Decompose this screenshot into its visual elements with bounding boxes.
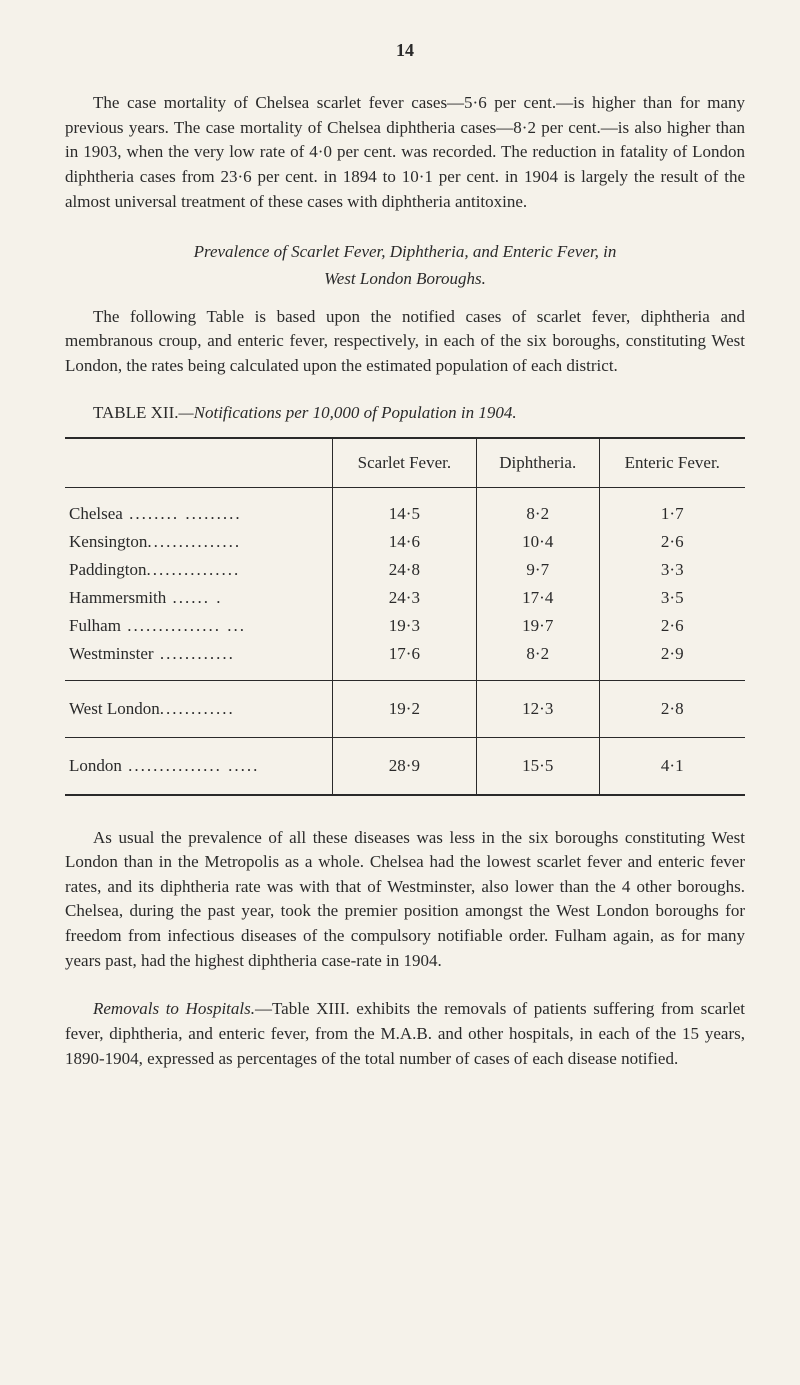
row-value: 2·6 [599,612,745,640]
heading-line-2: West London Boroughs. [324,269,486,288]
row-value: 1·7 [599,487,745,528]
table-header-scarlet: Scarlet Fever. [332,438,476,488]
paragraph-3: As usual the prevalence of all these dis… [65,826,745,974]
paragraph-4-prefix: Removals to Hospitals. [93,999,255,1018]
row-label: Fulham [69,616,121,635]
row-value: 24·8 [332,556,476,584]
table-row: Westminster ............ 17·6 8·2 2·9 [65,640,745,681]
row-label: Kensington [69,532,147,551]
table-header-blank [65,438,332,488]
row-label: Chelsea [69,504,123,523]
row-value: 2·9 [599,640,745,681]
row-value: 10·4 [476,528,599,556]
table-header-enteric: Enteric Fever. [599,438,745,488]
row-value: 2·8 [599,680,745,737]
table-row-west-london: West London............ 19·2 12·3 2·8 [65,680,745,737]
row-value: 17·4 [476,584,599,612]
row-value: 19·2 [332,680,476,737]
row-label: West London [69,699,160,718]
paragraph-2: The following Table is based upon the no… [65,305,745,379]
row-value: 14·6 [332,528,476,556]
table-row: Paddington............... 24·8 9·7 3·3 [65,556,745,584]
row-value: 17·6 [332,640,476,681]
row-dots: ............... [146,560,240,579]
row-value: 15·5 [476,737,599,795]
row-value: 24·3 [332,584,476,612]
row-dots: ............ [154,644,235,663]
row-label: Westminster [69,644,154,663]
row-label: London [69,756,122,775]
section-heading-prevalence: Prevalence of Scarlet Fever, Diphtheria,… [65,238,745,292]
row-value: 8·2 [476,640,599,681]
row-value: 12·3 [476,680,599,737]
page-number: 14 [65,40,745,61]
row-dots: ............ [160,699,235,718]
row-value: 8·2 [476,487,599,528]
row-label: Hammersmith [69,588,166,607]
row-dots: ...... . [166,588,222,607]
row-value: 19·3 [332,612,476,640]
row-value: 4·1 [599,737,745,795]
row-dots: ............... ..... [122,756,260,775]
table-row-london: London ............... ..... 28·9 15·5 4… [65,737,745,795]
table-title-rest: —Notifications per 10,000 of Population … [179,403,517,422]
table-row: Chelsea ........ ......... 14·5 8·2 1·7 [65,487,745,528]
table-title-prefix: TABLE XII. [93,403,179,422]
row-value: 14·5 [332,487,476,528]
row-dots: ............... ... [121,616,246,635]
table-row: Hammersmith ...... . 24·3 17·4 3·5 [65,584,745,612]
notifications-table: Scarlet Fever. Diphtheria. Enteric Fever… [65,437,745,796]
row-label: Paddington [69,560,146,579]
paragraph-4: Removals to Hospitals.—Table XIII. exhib… [65,997,745,1071]
row-value: 19·7 [476,612,599,640]
row-value: 3·3 [599,556,745,584]
row-value: 3·5 [599,584,745,612]
table-title: TABLE XII.—Notifications per 10,000 of P… [65,403,745,423]
row-value: 28·9 [332,737,476,795]
row-dots: ........ ......... [123,504,242,523]
table-header-row: Scarlet Fever. Diphtheria. Enteric Fever… [65,438,745,488]
heading-line-1: Prevalence of Scarlet Fever, Diphtheria,… [194,242,617,261]
row-value: 2·6 [599,528,745,556]
table-row: Fulham ............... ... 19·3 19·7 2·6 [65,612,745,640]
paragraph-1: The case mortality of Chelsea scarlet fe… [65,91,745,214]
table-row: Kensington............... 14·6 10·4 2·6 [65,528,745,556]
row-dots: ............... [147,532,241,551]
table-header-diphtheria: Diphtheria. [476,438,599,488]
row-value: 9·7 [476,556,599,584]
